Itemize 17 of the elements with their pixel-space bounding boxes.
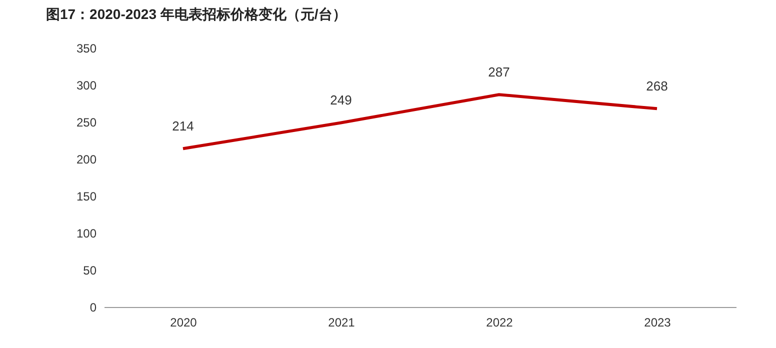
y-tick-label: 200 — [76, 152, 97, 166]
y-tick-label: 100 — [76, 226, 97, 240]
y-tick-label: 50 — [83, 264, 97, 278]
x-tick-label: 2021 — [328, 316, 356, 330]
data-label: 214 — [172, 118, 194, 134]
data-label: 268 — [646, 78, 668, 94]
data-label: 249 — [330, 92, 352, 108]
x-tick-label: 2022 — [486, 316, 514, 330]
chart-title: 图17：2020-2023 年电表招标价格变化（元/台） — [46, 6, 346, 22]
data-label: 287 — [488, 64, 510, 80]
y-tick-label: 250 — [76, 116, 97, 130]
y-tick-label: 150 — [76, 190, 97, 204]
y-tick-label: 300 — [76, 78, 97, 92]
y-tick-label: 350 — [76, 42, 97, 56]
x-tick-label: 2023 — [644, 316, 672, 330]
x-tick-label: 2020 — [170, 316, 198, 330]
y-tick-label: 0 — [90, 300, 97, 314]
